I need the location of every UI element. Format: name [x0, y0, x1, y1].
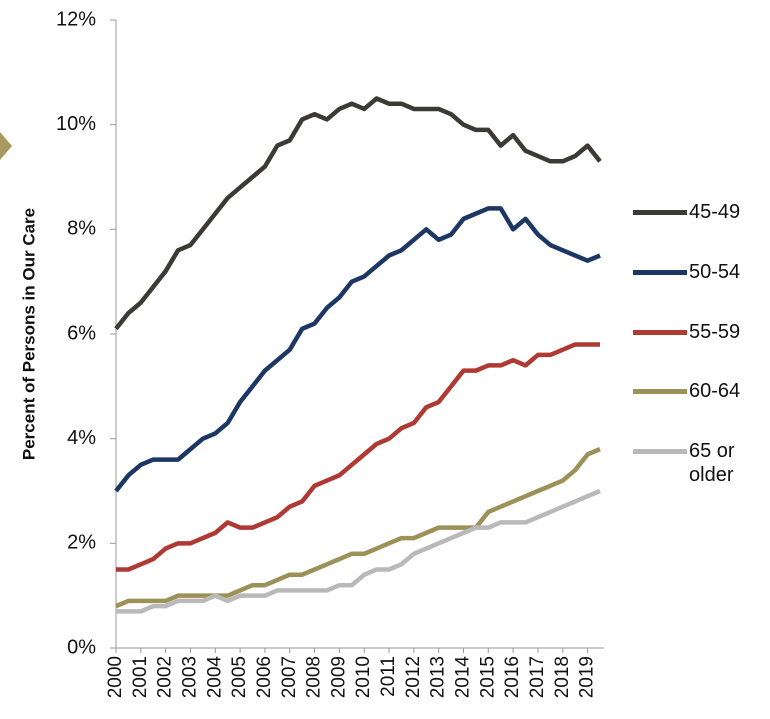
x-tick-label: 2019: [577, 656, 598, 698]
x-tick-label: 2006: [254, 656, 275, 698]
x-tick-label: 2007: [279, 656, 300, 698]
x-tick-label: 2000: [105, 656, 126, 698]
y-tick-label: 4%: [67, 427, 96, 449]
legend-swatch: [633, 389, 687, 395]
legend-label: 65 or older: [689, 440, 735, 487]
legend-item: 50-54: [633, 260, 761, 284]
x-tick-label: 2001: [130, 656, 151, 698]
series-line: [114, 206, 601, 493]
x-tick-label: 2013: [428, 656, 449, 698]
legend-item: 55-59: [633, 320, 761, 344]
legend-item: 45-49: [633, 200, 761, 224]
x-tick-label: 2003: [179, 656, 200, 698]
series-line: [115, 447, 601, 609]
legend-swatch: [633, 329, 687, 335]
legend-swatch: [633, 269, 687, 275]
legend-label: 55-59: [689, 320, 741, 343]
x-tick-label: 2005: [229, 656, 250, 698]
y-tick-label: 2%: [67, 532, 96, 554]
legend-swatch: [633, 210, 687, 215]
y-tick-label: 10%: [56, 113, 96, 135]
decoration: [0, 132, 12, 160]
x-tick-label: 2012: [403, 656, 424, 698]
x-tick-label: 2017: [527, 656, 548, 698]
legend-label: 50-54: [689, 260, 741, 283]
legend-label: 60-64: [689, 380, 741, 403]
y-tick-label: 0%: [67, 636, 96, 658]
x-tick-label: 2016: [502, 656, 523, 698]
x-tick-label: 2018: [552, 656, 573, 698]
x-tick-label: 2002: [155, 656, 176, 698]
x-tick-label: 2014: [453, 656, 474, 699]
legend-swatch: [633, 449, 687, 455]
x-tick-label: 2011: [378, 656, 399, 697]
legend-item: 60-64: [633, 379, 761, 403]
x-tick-label: 2004: [204, 656, 225, 699]
series-line: [116, 488, 601, 614]
legend-label: 45-49: [689, 201, 741, 223]
y-tick-label: 8%: [67, 218, 96, 240]
x-tick-label: 2015: [477, 656, 498, 698]
series-line: [114, 96, 602, 331]
series-line: [116, 342, 600, 572]
y-tick-label: 6%: [67, 322, 96, 344]
x-tick-label: 2009: [328, 656, 349, 698]
x-tick-label: 2008: [304, 656, 325, 698]
y-tick-label: 12%: [56, 8, 96, 30]
y-axis-title: Percent of Persons in Our Care: [19, 208, 38, 460]
x-tick-label: 2010: [353, 656, 374, 698]
legend-item: 65 or older: [633, 439, 761, 487]
